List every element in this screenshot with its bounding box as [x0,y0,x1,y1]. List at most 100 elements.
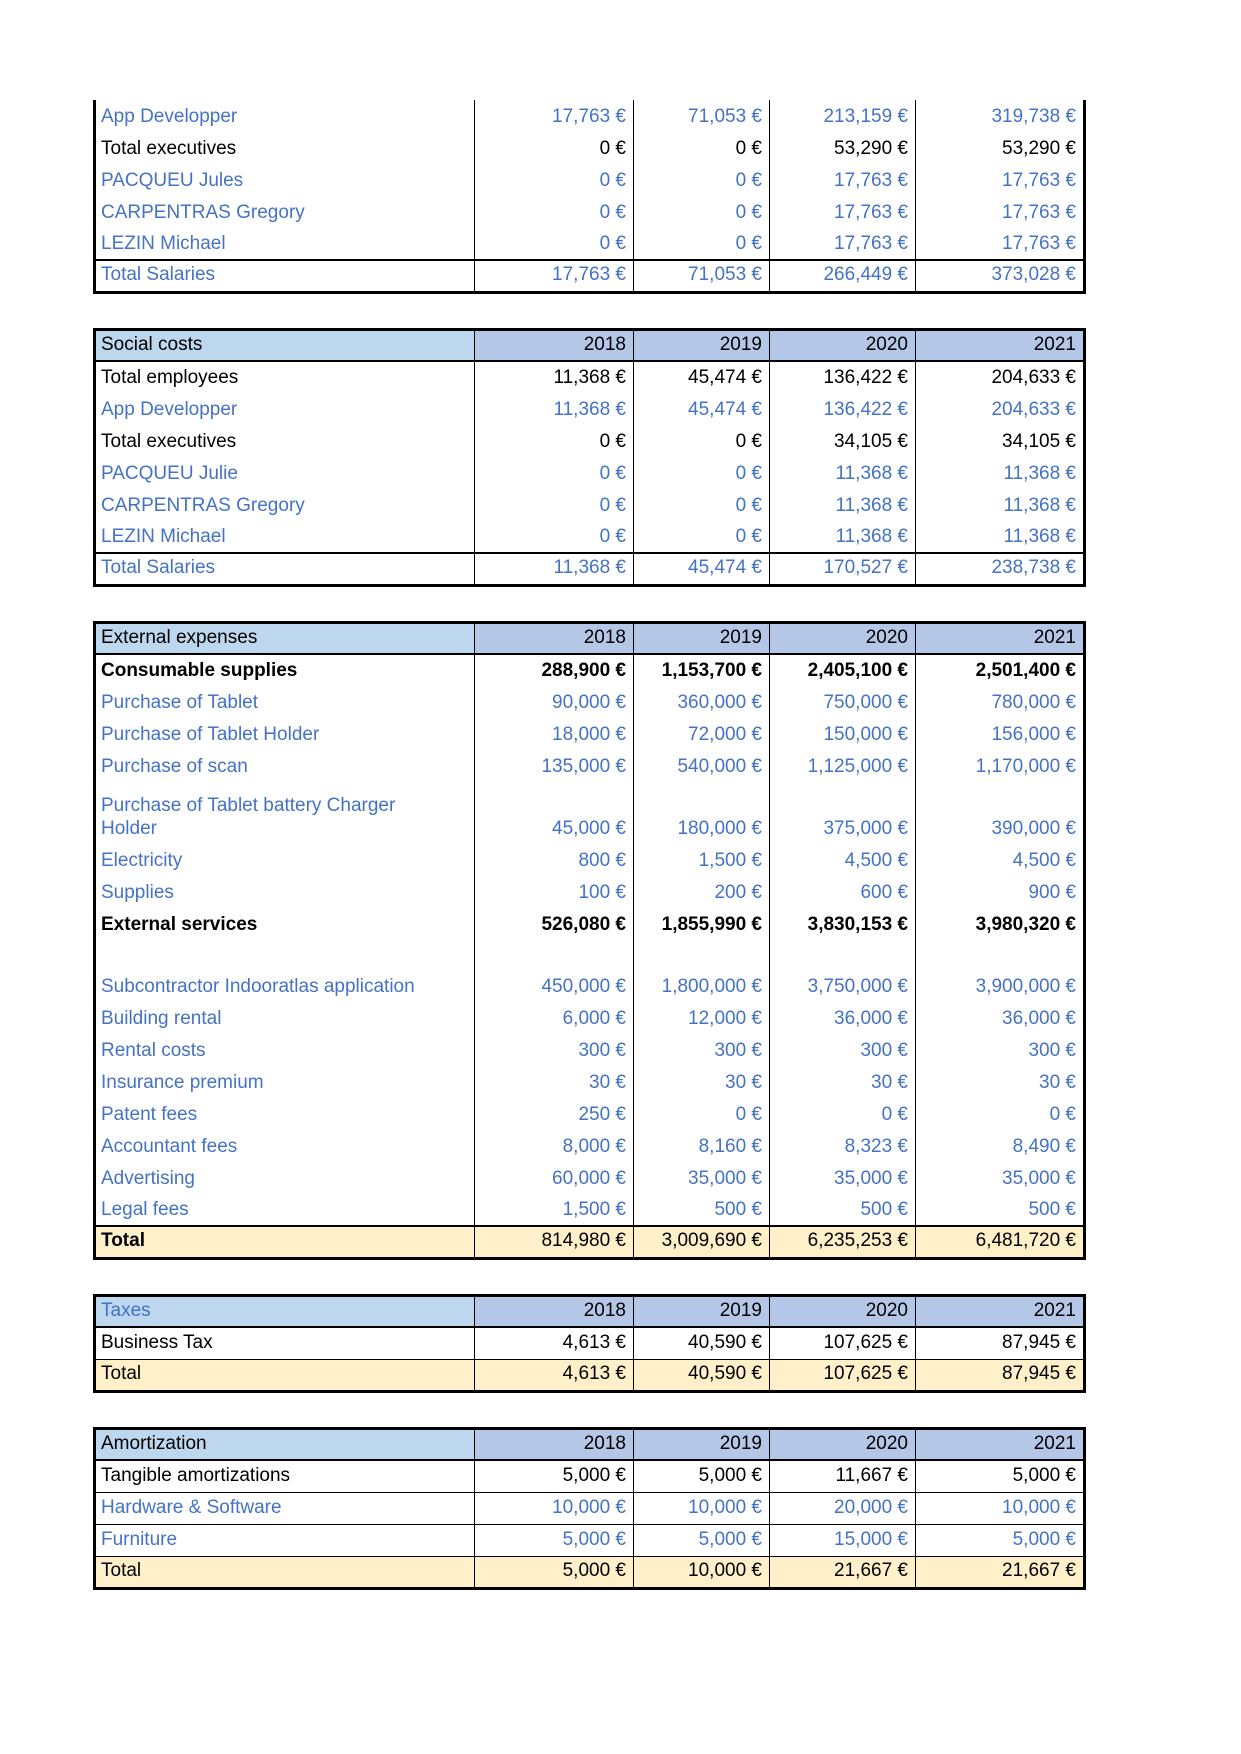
cell-value: 11,368 € [769,521,916,553]
cell-value: 526,080 € [474,908,634,940]
cell-value: 45,474 € [633,361,770,393]
cell-value: 45,474 € [633,393,770,425]
cell-value: 0 € [633,228,770,260]
cell-value: 2,501,400 € [915,654,1085,686]
table-row: Total 4,613 €40,590 €107,625 €87,945 € [94,1358,1085,1391]
table-row: Accountant fees 8,000 €8,160 €8,323 €8,49… [95,1130,1085,1162]
table-title: Taxes [94,1295,475,1328]
external-expenses-table: External expenses 2018 2019 2020 2021 Consuma… [93,620,1086,1260]
row-label: Hardware & Software [94,1491,475,1524]
cell-value: 71,053 € [633,259,770,292]
row-label: Building rental [101,1007,222,1029]
cell-value: 11,368 € [474,393,634,425]
table-row: External services 526,080 €1,855,990 €3,8… [95,908,1085,940]
cell-value: 0 € [633,164,770,196]
row-label: Total [94,1358,475,1391]
row-label: Advertising [101,1167,195,1189]
cell-value: 17,763 € [915,228,1085,260]
cell-value: 238,738 € [915,552,1085,585]
taxes-table: Taxes 2018 2019 2020 2021 Business Tax 4,613 €… [93,1293,1086,1393]
row-label: Electricity [101,849,183,871]
cell-value: 250 € [474,1098,634,1130]
cell-value: 373,028 € [915,259,1085,292]
row-label: Insurance premium [101,1071,264,1093]
cell-value: 136,422 € [769,361,916,393]
cell-value: 17,763 € [915,164,1085,196]
row-label: Total [94,1555,475,1588]
row-label: CARPENTRAS Gregory [101,201,305,223]
row-label: PACQUEU Jules [101,169,244,191]
cell-value: 11,368 € [915,457,1085,489]
year-header: 2018 [474,1428,634,1461]
cell-value: 0 € [474,196,634,228]
cell-value: 814,980 € [474,1225,634,1258]
table-row: Purchase of Tablet 90,000 €360,000 €750,0… [95,686,1085,718]
year-header: 2018 [474,622,634,655]
row-label: Supplies [101,881,174,903]
table-row: PACQUEU Julie 0 €0 €11,368 €11,368 € [95,457,1085,489]
amortization-table: Amortization 2018 2019 2020 2021 Tangible amo… [93,1426,1086,1590]
table-title: Amortization [94,1428,475,1461]
table-row: Purchase of Tablet Holder 18,000 €72,000 … [95,718,1085,750]
cell-value: 300 € [474,1034,634,1066]
cell-value: 180,000 € [633,782,770,844]
cell-value: 8,323 € [769,1130,916,1162]
cell-value: 30 € [915,1066,1085,1098]
cell-value: 17,763 € [769,196,916,228]
cell-value: 15,000 € [769,1523,916,1556]
cell-value: 2,405,100 € [769,654,916,686]
cell-value: 10,000 € [474,1491,634,1524]
cell-value: 1,125,000 € [769,750,916,782]
cell-value: 11,368 € [474,552,634,585]
year-header: 2019 [633,622,770,655]
cell-value: 8,000 € [474,1130,634,1162]
cell-value: 360,000 € [633,686,770,718]
cell-value: 450,000 € [474,940,634,1002]
cell-value: 136,422 € [769,393,916,425]
row-label: LEZIN Michael [101,525,226,547]
table-row: Rental costs 300 €300 €300 €300 € [95,1034,1085,1066]
cell-value: 6,000 € [474,1002,634,1034]
cell-value: 17,763 € [915,196,1085,228]
cell-value: 5,000 € [633,1523,770,1556]
cell-value: 4,613 € [474,1326,634,1359]
cell-value: 4,613 € [474,1358,634,1391]
year-header: 2020 [769,622,916,655]
cell-value: 0 € [474,132,634,164]
cell-value: 53,290 € [769,132,916,164]
row-label: Rental costs [101,1039,206,1061]
cell-value: 36,000 € [769,1002,916,1034]
cell-value: 1,855,990 € [633,908,770,940]
table-row: PACQUEU Jules 0 €0 €17,763 €17,763 € [95,164,1085,196]
cell-value: 500 € [769,1194,916,1226]
table-row: App Developper 17,763 €71,053 €213,159 €3… [95,100,1085,132]
year-header: 2021 [915,1428,1085,1461]
table-row: Legal fees 1,500 €500 €500 €500 € [95,1194,1085,1226]
cell-value: 0 € [474,489,634,521]
row-label: Total executives [101,430,237,452]
cell-value: 6,235,253 € [769,1225,916,1258]
cell-value: 17,763 € [769,228,916,260]
cell-value: 200 € [633,876,770,908]
cell-value: 20,000 € [769,1491,916,1524]
cell-value: 0 € [474,228,634,260]
cell-value: 5,000 € [474,1523,634,1556]
cell-value: 45,000 € [474,782,634,844]
cell-value: 3,750,000 € [769,940,916,1002]
cell-value: 21,667 € [915,1555,1085,1588]
cell-value: 34,105 € [769,425,916,457]
row-label: Legal fees [101,1198,189,1220]
cell-value: 17,763 € [769,164,916,196]
cell-value: 204,633 € [915,361,1085,393]
cell-value: 10,000 € [633,1491,770,1524]
row-label: Total Salaries [94,259,475,292]
spreadsheet-area: App Developper 17,763 €71,053 €213,159 €3… [93,100,1086,1624]
cell-value: 4,500 € [915,844,1085,876]
social-costs-table: Social costs 2018 2019 2020 2021 Total employ… [93,327,1086,587]
year-header: 2018 [474,1295,634,1328]
cell-value: 5,000 € [915,1523,1085,1556]
row-label: Furniture [94,1523,475,1556]
cell-value: 11,368 € [769,489,916,521]
cell-value: 0 € [633,457,770,489]
cell-value: 600 € [769,876,916,908]
